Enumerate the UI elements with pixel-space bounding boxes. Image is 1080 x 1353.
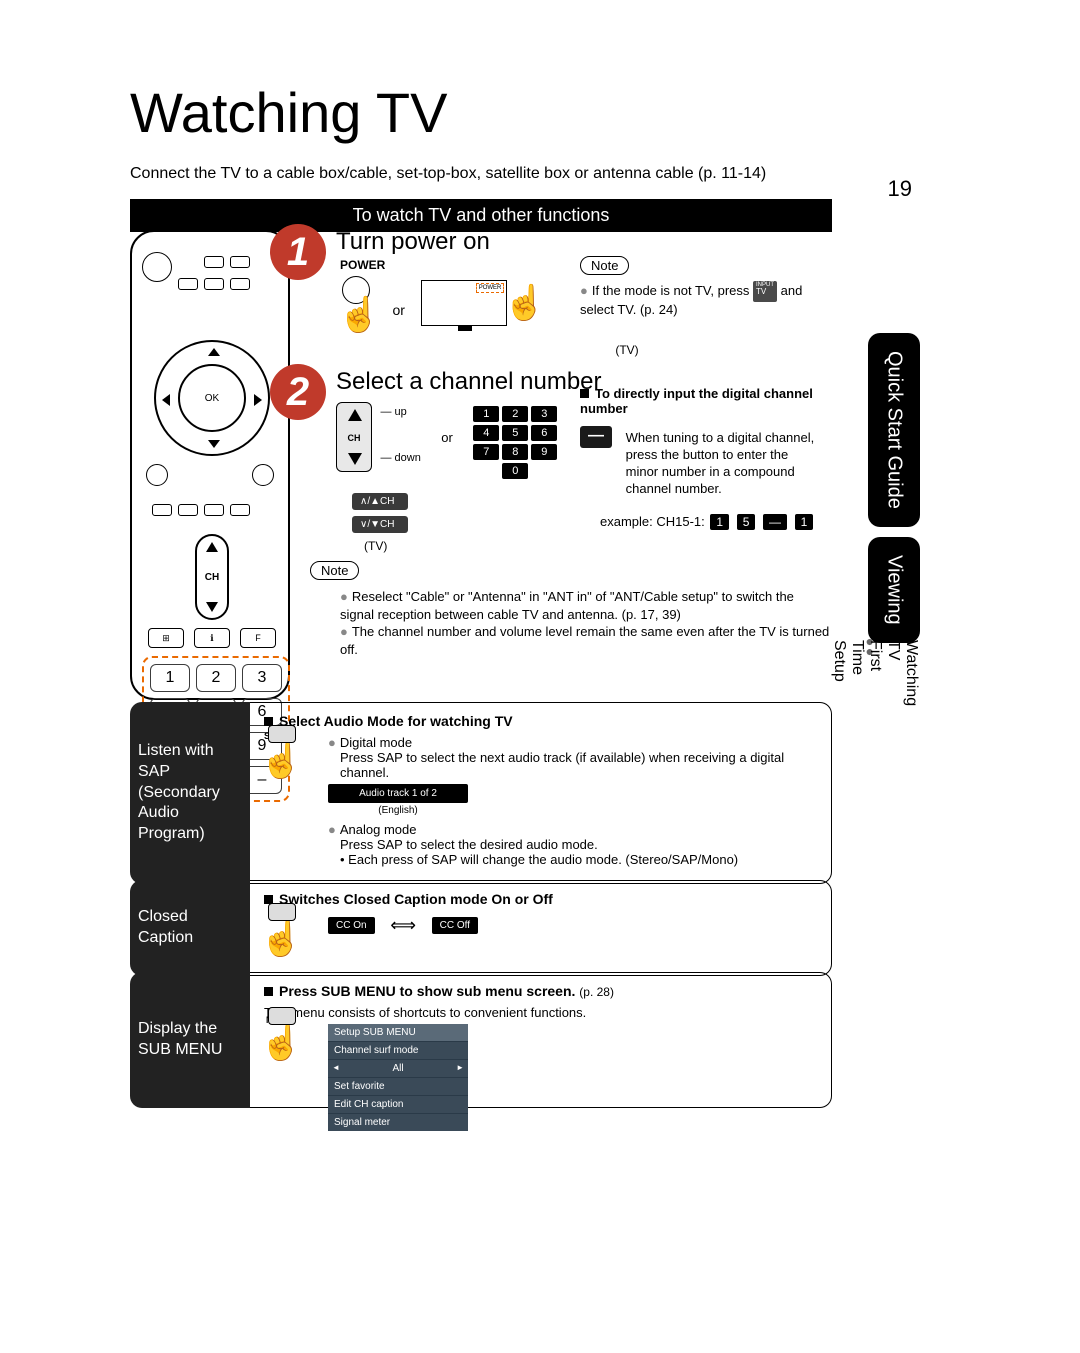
sap-left-label: Listen with SAP (Secondary Audio Program… [130, 702, 250, 884]
step-1-title: Turn power on [270, 224, 830, 256]
press-power-remote-icon: ☝ [336, 276, 376, 336]
double-arrow-icon: ⟺ [390, 915, 416, 936]
or-text-2: or [441, 430, 453, 445]
ch-up-down-button-icon: CH [336, 402, 372, 472]
cc-on-tag: CC On [328, 917, 375, 934]
step1-note: Note ●If the mode is not TV, press TV an… [580, 256, 830, 317]
tv-front-panel-icon: POWER [421, 280, 507, 326]
press-submenu-icon: ☝ [260, 1023, 302, 1063]
remote-row-2 [178, 278, 250, 290]
ok-button: OK [178, 364, 246, 432]
example-line: example: CH15-1: 1 5 — 1 [600, 514, 840, 530]
press-tv-icon: ☝ [502, 276, 532, 336]
circle-btn-left [146, 464, 168, 486]
side-label-a: Watching TV [885, 640, 920, 706]
or-text: or [392, 302, 404, 318]
step2-notes: ●Reselect "Cable" or "Antenna" in "ANT i… [340, 588, 830, 658]
channel-rocker: CH [195, 534, 229, 620]
page-number: 19 [888, 176, 912, 202]
side-tabs: Quick Start Guide Viewing [868, 333, 920, 653]
remote-illustration: OK CH ⊞ ℹ F 123 456 789 0– [130, 230, 290, 700]
page-title: Watching TV [130, 80, 1080, 145]
side-label-b: First Time Setup [831, 640, 884, 682]
audio-track-display: Audio track 1 of 2 [328, 784, 468, 803]
dpad: OK [154, 340, 270, 456]
note-pill: Note [580, 256, 629, 275]
cc-box: Closed Caption Switches Closed Caption m… [130, 880, 832, 976]
submenu-left-label: Display the SUB MENU [130, 972, 250, 1108]
cc-off-tag: CC Off [432, 917, 478, 934]
step-2-number: 2 [270, 364, 326, 420]
remote-three-small: ⊞ ℹ F [148, 628, 276, 648]
cc-left-label: Closed Caption [130, 880, 250, 976]
input-button-icon: TV [753, 281, 777, 302]
tab-quick-start: Quick Start Guide [868, 333, 920, 527]
note-pill-2: Note [310, 561, 359, 580]
up-down-labels: — up — down [380, 402, 420, 464]
submenu-box: Display the SUB MENU Press SUB MENU to s… [130, 972, 832, 1108]
press-cc-icon: ☝ [260, 919, 302, 959]
audio-lang: (English) [328, 805, 468, 816]
press-sap-icon: ☝ [260, 741, 302, 781]
tv-label: (TV) [424, 343, 830, 357]
remote-row-1 [204, 256, 250, 268]
mini-keypad-icon: 123 456 789 0 [473, 406, 557, 479]
remote-row-3 [152, 504, 250, 516]
tab-viewing: Viewing [868, 537, 920, 643]
direct-input-box: To directly input the digital channel nu… [580, 386, 840, 530]
submenu-display: Setup SUB MENU Channel surf mode All Set… [328, 1024, 468, 1131]
dash-button-icon: — [580, 426, 612, 448]
subtitle: Connect the TV to a cable box/cable, set… [130, 165, 1080, 183]
power-button-icon [142, 252, 172, 282]
side-label: Watching TV First Time Setup [830, 640, 920, 706]
step-1-number: 1 [270, 224, 326, 280]
sap-box: Listen with SAP (Secondary Audio Program… [130, 702, 832, 884]
